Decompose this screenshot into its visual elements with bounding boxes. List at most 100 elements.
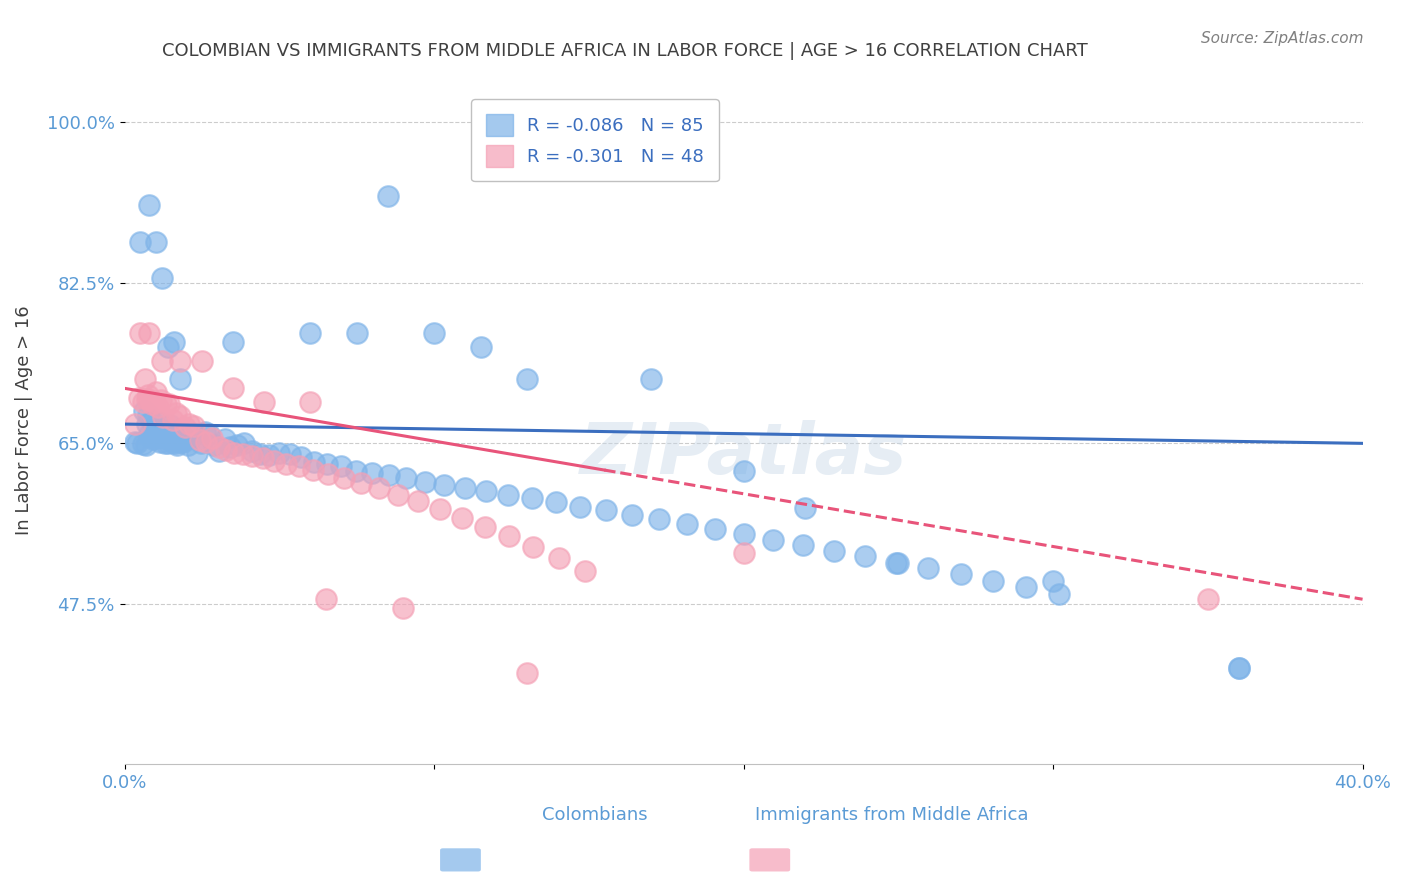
Point [170, 427, 193, 442]
Point [155, 397, 177, 411]
Point [249, 447, 271, 461]
Point [252, 450, 274, 465]
Text: Colombians: Colombians [543, 805, 648, 823]
Point [145, 427, 167, 442]
Point [640, 372, 662, 386]
Point [301, 463, 323, 477]
Point [141, 414, 163, 428]
Point [544, 495, 567, 509]
Point [127, 436, 149, 450]
Point [450, 510, 472, 524]
Point [139, 393, 162, 408]
Point [475, 483, 498, 498]
Point [188, 433, 211, 447]
Point [413, 475, 436, 489]
Point [152, 409, 174, 424]
Point [333, 471, 356, 485]
Point [146, 430, 169, 444]
Point [214, 432, 236, 446]
Point [149, 393, 172, 408]
Point [191, 354, 214, 368]
Point [194, 425, 217, 440]
Point [138, 388, 160, 402]
Point [498, 488, 520, 502]
Point [190, 436, 212, 450]
Point [316, 457, 339, 471]
Point [173, 420, 195, 434]
Point [222, 335, 245, 350]
Point [278, 447, 301, 461]
Point [704, 522, 727, 536]
Point [315, 592, 337, 607]
Point [142, 432, 165, 446]
Point [346, 326, 368, 341]
Point [128, 391, 150, 405]
Point [361, 466, 384, 480]
Point [454, 481, 477, 495]
Point [299, 395, 322, 409]
Point [377, 188, 399, 202]
Point [1227, 661, 1250, 675]
Point [762, 533, 785, 547]
Y-axis label: In Labor Force | Age > 16: In Labor Force | Age > 16 [15, 306, 32, 535]
Point [219, 440, 242, 454]
Point [169, 372, 191, 386]
Point [194, 435, 217, 450]
Text: Immigrants from Middle Africa: Immigrants from Middle Africa [755, 805, 1029, 823]
Point [516, 372, 538, 386]
Point [274, 457, 297, 471]
Point [156, 340, 179, 354]
Point [792, 538, 814, 552]
Point [135, 417, 157, 431]
Point [202, 438, 225, 452]
Point [208, 440, 231, 454]
Point [981, 574, 1004, 588]
Point [167, 434, 190, 449]
Point [163, 335, 186, 350]
Point [733, 464, 755, 478]
Point [129, 235, 152, 249]
Point [155, 425, 177, 439]
Point [548, 551, 571, 566]
Point [150, 271, 173, 285]
Point [257, 448, 280, 462]
Point [823, 543, 845, 558]
Point [470, 340, 492, 354]
Point [240, 443, 263, 458]
Point [522, 540, 544, 554]
Text: Source: ZipAtlas.com: Source: ZipAtlas.com [1201, 31, 1364, 46]
Text: COLOMBIAN VS IMMIGRANTS FROM MIDDLE AFRICA IN LABOR FORCE | AGE > 16 CORRELATION: COLOMBIAN VS IMMIGRANTS FROM MIDDLE AFRI… [162, 42, 1087, 60]
Point [733, 546, 755, 560]
Point [887, 556, 910, 570]
Point [263, 454, 285, 468]
Point [157, 397, 180, 411]
Point [201, 431, 224, 445]
Point [853, 549, 876, 563]
Point [433, 477, 456, 491]
Point [429, 502, 451, 516]
Point [131, 437, 153, 451]
Point [423, 326, 446, 341]
Point [152, 431, 174, 445]
Point [392, 601, 415, 615]
Point [516, 665, 538, 680]
Point [180, 430, 202, 444]
Point [136, 408, 159, 422]
Point [1015, 580, 1038, 594]
Point [302, 455, 325, 469]
Point [290, 450, 312, 464]
Point [330, 459, 353, 474]
Point [179, 417, 201, 431]
Point [138, 326, 160, 341]
Point [142, 425, 165, 439]
Point [232, 447, 254, 461]
Point [135, 392, 157, 407]
Point [316, 467, 339, 481]
Point [145, 384, 167, 399]
Point [150, 425, 173, 439]
Point [157, 428, 180, 442]
Point [621, 508, 644, 522]
Point [288, 459, 311, 474]
Point [350, 475, 373, 490]
Point [253, 395, 276, 409]
